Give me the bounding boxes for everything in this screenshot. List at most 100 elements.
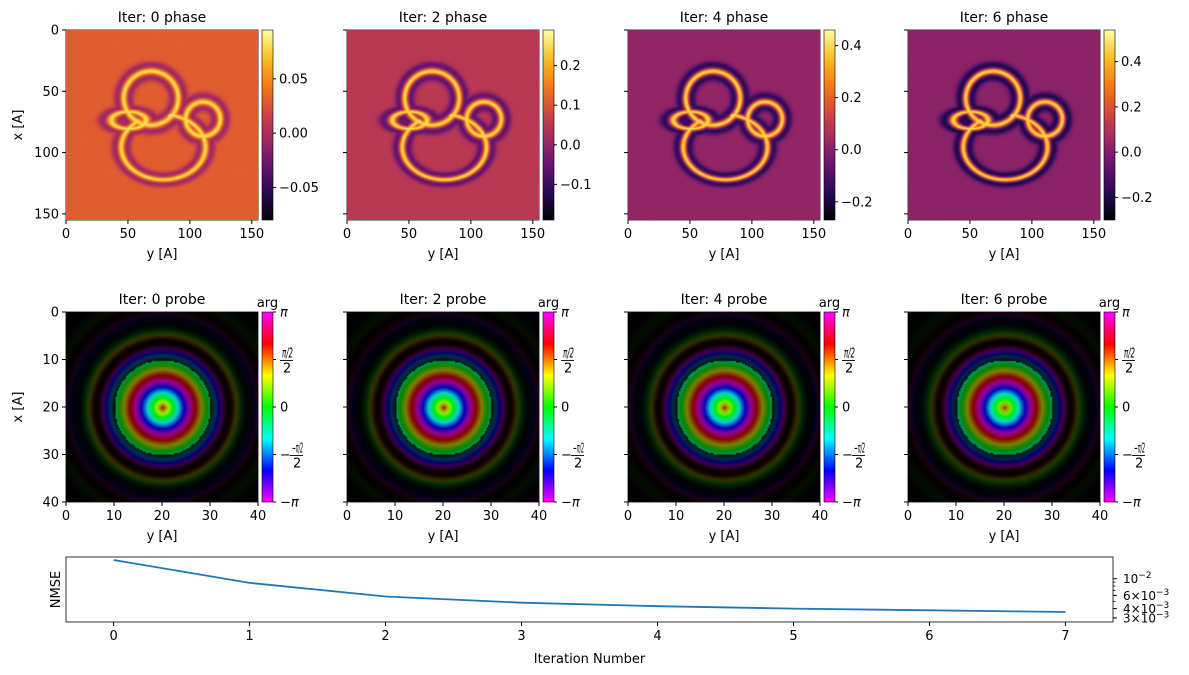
colorbar-tick-label: 0 — [1122, 401, 1130, 416]
phase-image-0 — [66, 30, 258, 220]
colorbar-tick-label: −π/2 — [854, 442, 865, 457]
x-tick-label: 2 — [381, 629, 389, 644]
panel-title: Iter: 0 phase — [118, 10, 207, 26]
fraction-denominator: 2 — [845, 362, 853, 377]
colorbar-tick-label: π/2 — [563, 347, 574, 362]
x-tick-label: 40 — [250, 509, 267, 524]
x-tick-label: 0 — [109, 629, 117, 644]
panel-title: Iter: 0 probe — [119, 292, 206, 308]
x-tick-label: 40 — [812, 509, 829, 524]
colorbar-label: arg — [538, 296, 559, 311]
probe-image-2 — [628, 312, 820, 502]
colorbar-tick-label: −π — [842, 496, 861, 511]
x-tick-label: 150 — [239, 227, 264, 242]
y-tick-label: 6×10−3 — [1123, 588, 1169, 603]
y-tick-label: 0 — [51, 306, 59, 321]
y-tick-label: 30 — [42, 448, 59, 463]
x-tick-label: 40 — [1092, 509, 1109, 524]
x-tick-label: 5 — [789, 629, 797, 644]
colorbar-tick-label: −π/2 — [1134, 442, 1145, 457]
fraction-denominator: 2 — [1125, 362, 1133, 377]
x-tick-label: 30 — [202, 509, 219, 524]
colorbar-tick-label: π/2 — [282, 347, 293, 362]
panel-2: Iter: 4 phase 0 50 100 150 y [A] −0.2 0.0 0.2 0.4 — [624, 10, 873, 262]
x-tick-label: 40 — [531, 509, 548, 524]
x-tick-label: 0 — [343, 227, 351, 242]
x-axis-label: Iteration Number — [534, 652, 646, 667]
x-tick-label: 100 — [458, 227, 483, 242]
panel-1: Iter: 2 phase 0 50 100 150 y [A] −0.1 0.0 0.1 0.2 — [343, 10, 592, 262]
phase-image-2 — [628, 30, 820, 220]
probe-image-0 — [66, 312, 258, 502]
probe-image-1 — [347, 312, 539, 502]
panel-title: Iter: 4 phase — [680, 10, 769, 26]
fraction-denominator: 2 — [283, 362, 291, 377]
x-axis-label: y [A] — [147, 529, 178, 544]
x-axis-label: y [A] — [147, 247, 178, 262]
colorbar — [261, 311, 274, 503]
colorbar-tick-label: 0.0 — [560, 138, 581, 153]
probe-image-3 — [908, 312, 1100, 502]
x-tick-label: 10 — [668, 509, 685, 524]
colorbar-tick-label: −π/2 — [292, 442, 303, 457]
plot-frame — [65, 556, 1114, 623]
y-axis-label: x [A] — [11, 392, 26, 423]
x-tick-label: 30 — [764, 509, 781, 524]
colorbar-tick-label: 0.0 — [841, 143, 862, 158]
y-tick-label: 3×10−3 — [1123, 610, 1169, 625]
x-tick-label: 0 — [904, 509, 912, 524]
x-tick-label: 50 — [962, 227, 979, 242]
y-tick-label: 10−2 — [1123, 571, 1152, 586]
colorbar-tick-label: 0.2 — [560, 59, 581, 74]
x-axis-label: y [A] — [709, 529, 740, 544]
colorbar-tick-label: −π/2 — [573, 442, 584, 457]
fraction-denominator: 2 — [574, 457, 582, 472]
x-tick-label: 30 — [483, 509, 500, 524]
nmse-line — [113, 559, 1066, 613]
fraction-denominator: 2 — [855, 457, 863, 472]
x-tick-label: 30 — [1044, 509, 1061, 524]
colorbar-tick-label: 0.1 — [560, 99, 581, 114]
panel-title: Iter: 6 probe — [961, 292, 1048, 308]
x-tick-label: 100 — [1019, 227, 1044, 242]
panel-title: Iter: 2 phase — [399, 10, 488, 26]
y-tick-label: 4×10−3 — [1123, 601, 1169, 616]
x-tick-label: 150 — [801, 227, 826, 242]
x-axis-label: y [A] — [428, 247, 459, 262]
colorbar-tick-label: −π — [561, 496, 580, 511]
x-tick-label: 50 — [120, 227, 137, 242]
colorbar-tick-label: −π — [1122, 496, 1141, 511]
colorbar-tick-label: 0.2 — [841, 91, 862, 106]
panel-0: Iter: 0 phase 0 50 100 150 y [A] 0 50 100 150 x [A… — [11, 10, 319, 262]
colorbar-label: arg — [819, 296, 840, 311]
x-tick-label: 0 — [904, 227, 912, 242]
x-axis-label: y [A] — [989, 529, 1020, 544]
colorbar-tick-sign: − — [561, 448, 572, 463]
tick-exponent: −3 — [1156, 610, 1169, 620]
colorbar-tick-label: −π — [280, 496, 299, 511]
colorbar-tick-label: 0.4 — [841, 39, 862, 54]
colorbar-tick-label: 0.05 — [279, 72, 308, 87]
y-axis-label: NMSE — [49, 571, 64, 608]
panel-title: Iter: 4 probe — [681, 292, 768, 308]
colorbar-tick-sign: − — [1122, 448, 1133, 463]
colorbar-tick-label: −0.05 — [279, 181, 319, 196]
x-tick-label: 0 — [62, 227, 70, 242]
x-tick-label: 100 — [739, 227, 764, 242]
colorbar — [261, 29, 274, 221]
x-axis-label: y [A] — [989, 247, 1020, 262]
colorbar-tick-label: π — [1122, 306, 1130, 321]
x-tick-label: 10 — [106, 509, 123, 524]
x-tick-label: 3 — [517, 629, 525, 644]
tick-mantissa: 6×10 — [1123, 589, 1156, 603]
colorbar — [1103, 29, 1116, 221]
colorbar-tick-label: −0.2 — [841, 195, 873, 210]
tick-mantissa: 3×10 — [1123, 611, 1156, 625]
y-tick-label: 150 — [34, 207, 59, 222]
x-tick-label: 150 — [520, 227, 545, 242]
